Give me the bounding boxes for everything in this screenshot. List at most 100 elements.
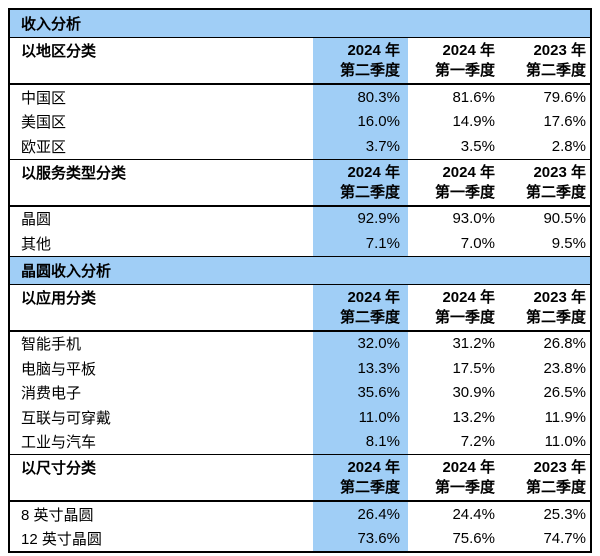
value-cell: 13.2% bbox=[452, 408, 495, 426]
row-label: 中国区 bbox=[21, 89, 67, 107]
column-header-2023-q2: 2023 年 第二季度 bbox=[503, 455, 590, 500]
group-header-label: 以服务类型分类 bbox=[21, 164, 127, 182]
table-row-12inch-wafer: 12 英寸晶圆 73.6% 75.6% 74.7% bbox=[10, 526, 590, 551]
table-row-eurasia: 欧亚区 3.7% 3.5% 2.8% bbox=[10, 134, 590, 159]
value-cell: 17.5% bbox=[452, 359, 495, 377]
column-header-quarter: 第一季度 bbox=[434, 183, 495, 201]
group-header-by-service-type: 以服务类型分类 2024 年 第二季度 2024 年 第一季度 2023 年 第… bbox=[10, 158, 590, 205]
value-cell: 79.6% bbox=[543, 88, 586, 106]
column-header-quarter: 第二季度 bbox=[525, 62, 586, 79]
row-label: 晶圆 bbox=[21, 211, 52, 229]
column-header-2024-q2: 2024 年 第二季度 bbox=[313, 284, 408, 330]
section-title-text: 收入分析 bbox=[21, 16, 82, 33]
table-row-computer-tablet: 电脑与平板 13.3% 17.5% 23.8% bbox=[10, 356, 590, 381]
value-cell: 7.2% bbox=[460, 433, 495, 451]
value-cell: 92.9% bbox=[313, 206, 408, 231]
value-cell: 74.7% bbox=[543, 530, 586, 548]
column-header-year: 2024 年 bbox=[442, 288, 495, 306]
column-header-quarter: 第二季度 bbox=[339, 308, 400, 326]
revenue-analysis-table: 收入分析 以地区分类 2024 年 第二季度 2024 年 第一季度 2023 … bbox=[8, 8, 592, 553]
value-cell: 25.3% bbox=[543, 505, 586, 523]
column-header-2024-q2: 2024 年 第二季度 bbox=[313, 38, 408, 83]
group-header-label: 以地区分类 bbox=[21, 43, 97, 60]
table-row-china: 中国区 80.3% 81.6% 79.6% bbox=[10, 83, 590, 110]
column-header-year: 2023 年 bbox=[533, 163, 586, 181]
row-label: 互联与可穿戴 bbox=[21, 409, 112, 427]
column-header-2023-q2: 2023 年 第二季度 bbox=[503, 160, 590, 205]
value-cell: 24.4% bbox=[452, 505, 495, 523]
value-cell: 11.9% bbox=[544, 408, 586, 426]
group-header-label: 以应用分类 bbox=[21, 289, 97, 307]
value-cell: 3.5% bbox=[460, 137, 495, 155]
value-cell: 80.3% bbox=[313, 85, 408, 110]
value-cell: 11.0% bbox=[313, 405, 408, 430]
value-cell: 90.5% bbox=[543, 210, 586, 228]
column-header-year: 2024 年 bbox=[442, 459, 495, 476]
table-row-smartphone: 智能手机 32.0% 31.2% 26.8% bbox=[10, 329, 590, 356]
group-header-label: 以尺寸分类 bbox=[21, 460, 97, 477]
column-header-year: 2023 年 bbox=[533, 288, 586, 306]
column-header-quarter: 第二季度 bbox=[339, 183, 400, 201]
row-label: 美国区 bbox=[21, 114, 67, 132]
table-row-consumer-electronics: 消费电子 35.6% 30.9% 26.5% bbox=[10, 380, 590, 405]
value-cell: 16.0% bbox=[313, 109, 408, 134]
column-header-quarter: 第二季度 bbox=[339, 479, 400, 496]
column-header-year: 2024 年 bbox=[442, 42, 495, 59]
group-header-by-region: 以地区分类 2024 年 第二季度 2024 年 第一季度 2023 年 第二季… bbox=[10, 37, 590, 83]
column-header-2023-q2: 2023 年 第二季度 bbox=[503, 285, 590, 330]
table-row-usa: 美国区 16.0% 14.9% 17.6% bbox=[10, 109, 590, 134]
value-cell: 81.6% bbox=[452, 88, 495, 106]
row-label: 工业与汽车 bbox=[21, 434, 97, 452]
column-header-2024-q1: 2024 年 第一季度 bbox=[408, 285, 503, 330]
column-header-year: 2024 年 bbox=[347, 288, 400, 306]
section-title-revenue-analysis: 收入分析 bbox=[10, 10, 590, 37]
row-label: 12 英寸晶圆 bbox=[21, 531, 102, 549]
value-cell: 26.5% bbox=[543, 384, 586, 402]
value-cell: 93.0% bbox=[452, 210, 495, 228]
column-header-quarter: 第二季度 bbox=[339, 62, 400, 79]
value-cell: 35.6% bbox=[313, 380, 408, 405]
value-cell: 73.6% bbox=[313, 526, 408, 551]
value-cell: 8.1% bbox=[313, 429, 408, 454]
value-cell: 13.3% bbox=[313, 356, 408, 381]
value-cell: 23.8% bbox=[543, 359, 586, 377]
row-label: 电脑与平板 bbox=[21, 360, 97, 378]
value-cell: 2.8% bbox=[551, 137, 586, 155]
column-header-2024-q2: 2024 年 第二季度 bbox=[313, 159, 408, 205]
column-header-year: 2023 年 bbox=[533, 42, 586, 59]
section-title-text: 晶圆收入分析 bbox=[21, 262, 112, 280]
value-cell: 32.0% bbox=[313, 331, 408, 356]
value-cell: 17.6% bbox=[543, 113, 586, 131]
column-header-year: 2023 年 bbox=[533, 459, 586, 476]
column-header-year: 2024 年 bbox=[347, 42, 400, 59]
column-header-quarter: 第一季度 bbox=[434, 62, 495, 79]
value-cell: 26.8% bbox=[543, 335, 586, 353]
value-cell: 14.9% bbox=[452, 113, 495, 131]
table-row-wafer: 晶圆 92.9% 93.0% 90.5% bbox=[10, 204, 590, 231]
column-header-quarter: 第一季度 bbox=[434, 479, 495, 496]
value-cell: 30.9% bbox=[452, 384, 495, 402]
value-cell: 26.4% bbox=[313, 502, 408, 527]
table-row-connectivity-wearables: 互联与可穿戴 11.0% 13.2% 11.9% bbox=[10, 405, 590, 430]
column-header-2024-q2: 2024 年 第二季度 bbox=[313, 455, 408, 500]
value-cell: 7.1% bbox=[313, 231, 408, 256]
row-label: 智能手机 bbox=[21, 336, 82, 354]
group-header-by-application: 以应用分类 2024 年 第二季度 2024 年 第一季度 2023 年 第二季… bbox=[10, 283, 590, 330]
value-cell: 3.7% bbox=[313, 134, 408, 159]
column-header-quarter: 第一季度 bbox=[434, 308, 495, 326]
column-header-quarter: 第二季度 bbox=[525, 183, 586, 201]
value-cell: 9.5% bbox=[551, 234, 586, 252]
column-header-year: 2024 年 bbox=[442, 163, 495, 181]
column-header-quarter: 第二季度 bbox=[525, 308, 586, 326]
value-cell: 7.0% bbox=[460, 234, 495, 252]
column-header-2023-q2: 2023 年 第二季度 bbox=[503, 38, 590, 83]
column-header-2024-q1: 2024 年 第一季度 bbox=[408, 455, 503, 500]
column-header-2024-q1: 2024 年 第一季度 bbox=[408, 160, 503, 205]
row-label: 其他 bbox=[21, 235, 52, 253]
section-title-wafer-revenue-analysis: 晶圆收入分析 bbox=[10, 255, 590, 284]
row-label: 欧亚区 bbox=[21, 138, 67, 156]
value-cell: 31.2% bbox=[452, 335, 495, 353]
value-cell: 11.0% bbox=[544, 433, 586, 451]
table-row-8inch-wafer: 8 英寸晶圆 26.4% 24.4% 25.3% bbox=[10, 500, 590, 527]
table-row-industrial-automotive: 工业与汽车 8.1% 7.2% 11.0% bbox=[10, 429, 590, 454]
